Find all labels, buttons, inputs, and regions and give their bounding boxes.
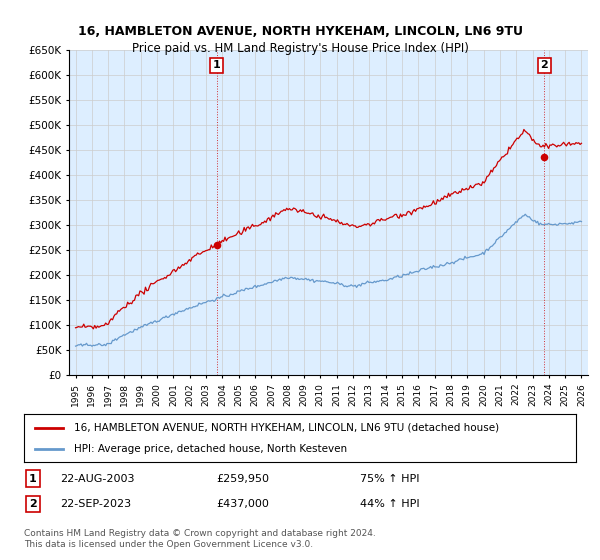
Point <box>212 241 221 250</box>
Text: 2: 2 <box>541 60 548 71</box>
Text: 22-SEP-2023: 22-SEP-2023 <box>60 499 131 509</box>
Text: 1: 1 <box>29 474 37 484</box>
Text: HPI: Average price, detached house, North Kesteven: HPI: Average price, detached house, Nort… <box>74 444 347 454</box>
Text: 75% ↑ HPI: 75% ↑ HPI <box>360 474 419 484</box>
Text: 16, HAMBLETON AVENUE, NORTH HYKEHAM, LINCOLN, LN6 9TU: 16, HAMBLETON AVENUE, NORTH HYKEHAM, LIN… <box>77 25 523 38</box>
Text: Price paid vs. HM Land Registry's House Price Index (HPI): Price paid vs. HM Land Registry's House … <box>131 42 469 55</box>
Text: Contains HM Land Registry data © Crown copyright and database right 2024.
This d: Contains HM Land Registry data © Crown c… <box>24 529 376 549</box>
Text: £437,000: £437,000 <box>216 499 269 509</box>
Text: 2: 2 <box>29 499 37 509</box>
Text: 44% ↑ HPI: 44% ↑ HPI <box>360 499 419 509</box>
Point <box>539 152 549 161</box>
Text: 22-AUG-2003: 22-AUG-2003 <box>60 474 134 484</box>
Text: 1: 1 <box>213 60 221 71</box>
Text: 16, HAMBLETON AVENUE, NORTH HYKEHAM, LINCOLN, LN6 9TU (detached house): 16, HAMBLETON AVENUE, NORTH HYKEHAM, LIN… <box>74 423 499 433</box>
Text: £259,950: £259,950 <box>216 474 269 484</box>
